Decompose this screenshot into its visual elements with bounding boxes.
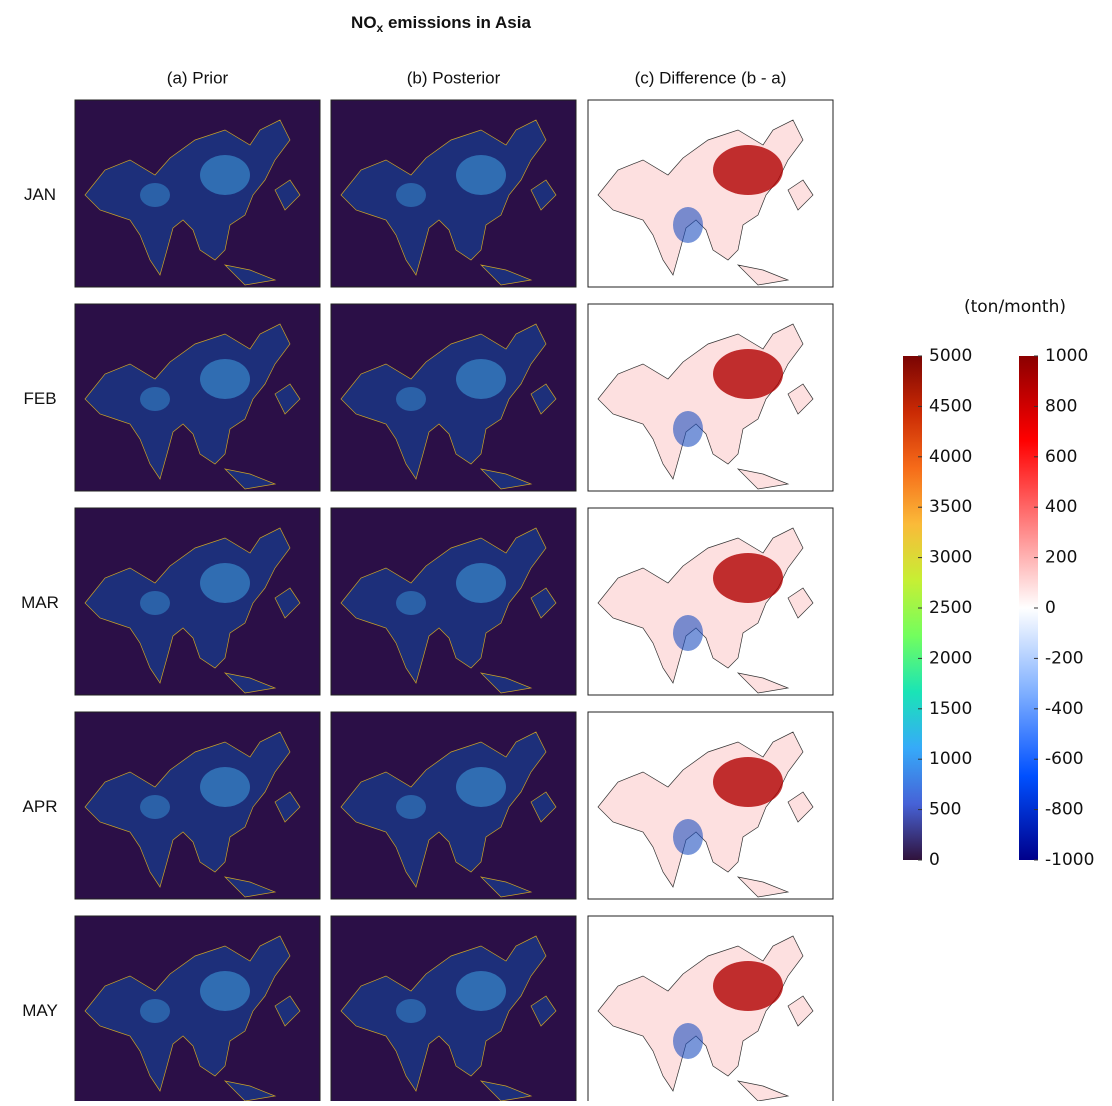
decrease-region [673,411,703,447]
row-label: MAR [21,593,59,612]
colorbar-tick-label: 1000 [929,749,972,769]
map-panel [331,304,576,491]
colorbar-tick-label: 400 [1045,497,1077,517]
map-panel [588,712,833,899]
decrease-region [673,819,703,855]
hotspot [140,795,170,819]
hotspot [396,591,426,615]
hotspot [200,155,250,195]
colorbar-tick-label: 600 [1045,447,1077,467]
increase-region [713,349,783,399]
map-panel [331,916,576,1101]
colorbar-tick-label: 3500 [929,497,972,517]
hotspot [456,359,506,399]
map-panel [331,712,576,899]
colorbar-tick-label: 0 [929,850,940,870]
hotspot [456,155,506,195]
row-label: APR [23,797,58,816]
hotspot [200,359,250,399]
hotspot [396,795,426,819]
map-panel [75,916,320,1101]
decrease-region [673,615,703,651]
row-label: FEB [23,389,56,408]
figure: NOx emissions in Asia (ton/month) (a) Pr… [0,0,1112,1101]
hotspot [140,387,170,411]
increase-region [713,961,783,1011]
increase-region [713,145,783,195]
increase-region [713,757,783,807]
map-panel [75,712,320,899]
figure-title: NOx emissions in Asia [351,13,531,35]
map-panel [75,508,320,695]
colorbar-tick-label: 3000 [929,548,972,568]
colorbar-tick-label: 2500 [929,598,972,618]
hotspot [200,767,250,807]
map-panel [331,508,576,695]
column-title: (c) Difference (b - a) [635,68,787,87]
unit-label: (ton/month) [964,297,1066,317]
colorbar-tick-label: 200 [1045,548,1077,568]
map-panel [588,508,833,695]
colorbar-tick-label: 2000 [929,648,972,668]
colorbar-tick-label: 800 [1045,396,1077,416]
decrease-region [673,1023,703,1059]
hotspot [456,971,506,1011]
row-label: JAN [24,185,56,204]
colorbar-tick-label: 1000 [1045,346,1088,366]
row-label: MAY [22,1001,58,1020]
colorbar-tick-label: -600 [1045,749,1084,769]
hotspot [200,971,250,1011]
colorbar-tick-label: 1500 [929,699,972,719]
hotspot [396,183,426,207]
map-panel [588,304,833,491]
map-panel [75,100,320,287]
map-panel [331,100,576,287]
hotspot [456,563,506,603]
map-panel [75,304,320,491]
colorbar-tick-label: 5000 [929,346,972,366]
colorbar-tick-label: -200 [1045,648,1084,668]
column-title: (b) Posterior [407,68,501,87]
colorbar-tick-label: 4000 [929,447,972,467]
colorbar-tick-label: -800 [1045,800,1084,820]
colorbar-tick-label: -400 [1045,699,1084,719]
map-panel [588,916,833,1101]
hotspot [396,999,426,1023]
hotspot [140,591,170,615]
colorbar-tick-label: -1000 [1045,850,1094,870]
colorbar-tick-label: 500 [929,800,961,820]
map-panel [588,100,833,287]
colorbar-tick-label: 4500 [929,396,972,416]
column-title: (a) Prior [167,68,229,87]
hotspot [456,767,506,807]
hotspot [200,563,250,603]
hotspot [140,999,170,1023]
hotspot [396,387,426,411]
increase-region [713,553,783,603]
colorbar-tick-label: 0 [1045,598,1056,618]
hotspot [140,183,170,207]
decrease-region [673,207,703,243]
